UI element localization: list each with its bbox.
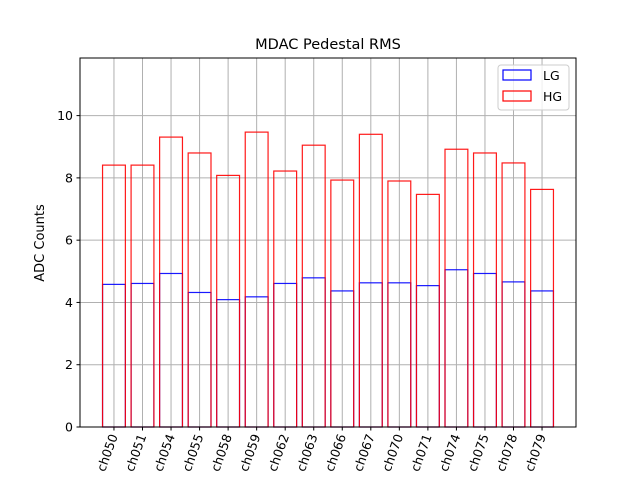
x-tick-label: ch059	[236, 432, 263, 473]
bars	[101, 131, 555, 428]
x-tick-label: ch074	[436, 432, 463, 473]
x-tick-label: ch055	[179, 432, 206, 473]
x-tick-label: ch051	[122, 432, 149, 473]
y-tick-label: 0	[65, 420, 73, 435]
x-tick-label: ch078	[493, 432, 520, 473]
x-tick-label: ch058	[208, 432, 235, 473]
x-tick-label: ch054	[151, 432, 178, 473]
x-tick-label: ch071	[407, 432, 434, 473]
legend-swatch-lg	[502, 69, 532, 81]
legend-label-lg: LG	[543, 68, 560, 83]
y-tick-label: 2	[65, 357, 73, 372]
x-tick-label: ch066	[322, 432, 349, 473]
legend-swatch-hg	[502, 90, 532, 102]
legend: LG HG	[497, 64, 570, 111]
x-tick-label: ch079	[522, 432, 549, 473]
x-tick-label: ch075	[464, 432, 491, 473]
x-tick-label: ch050	[93, 432, 120, 473]
chart-title: MDAC Pedestal RMS	[255, 37, 401, 53]
y-tick-label: 8	[65, 170, 73, 185]
legend-label-hg: HG	[543, 89, 562, 104]
x-tick-label: ch062	[265, 432, 292, 473]
legend-box	[497, 64, 570, 111]
y-tick-label: 10	[57, 108, 73, 123]
y-axis-label: ADC Counts	[33, 204, 48, 282]
y-tick-label: 4	[65, 295, 73, 310]
x-tick-label: ch067	[350, 432, 377, 473]
grid	[80, 58, 576, 428]
y-tick-label: 6	[65, 233, 73, 248]
x-tick-label: ch063	[293, 432, 320, 473]
plot-frame	[79, 57, 577, 428]
x-tick-label: ch070	[379, 432, 406, 473]
